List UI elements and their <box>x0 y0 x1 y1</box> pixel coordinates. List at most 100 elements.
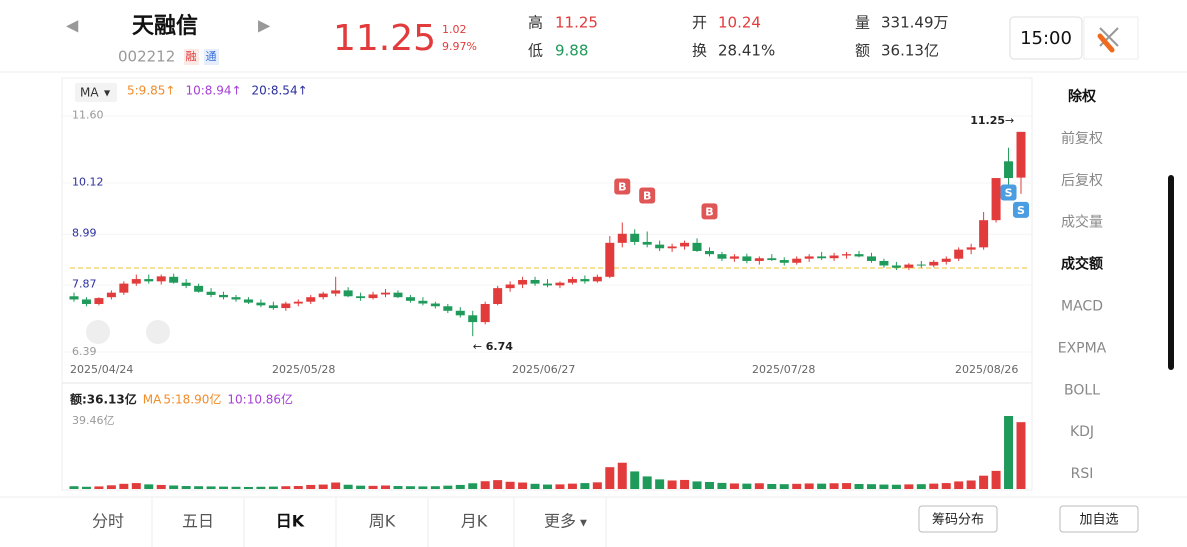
volume-bar <box>381 485 391 489</box>
volume-bar <box>617 462 627 489</box>
volume-bar <box>518 482 528 489</box>
ma-button[interactable] <box>75 83 117 102</box>
scrollbar[interactable] <box>1168 175 1174 370</box>
volume-bar <box>979 475 989 489</box>
signal-label: S <box>1005 186 1013 199</box>
volume-bar <box>106 485 116 489</box>
side-menu-item[interactable]: 成交量 <box>1061 214 1103 231</box>
volume-bar <box>879 484 889 489</box>
candle-body <box>979 220 989 248</box>
volume-bar <box>468 483 478 489</box>
side-menu-item[interactable]: 前复权 <box>1061 130 1103 147</box>
volume-bar <box>455 484 465 489</box>
tab[interactable]: 日K <box>276 512 305 531</box>
volume-bar <box>231 486 241 489</box>
volume-bar <box>206 486 216 489</box>
tag: 融 <box>186 50 197 63</box>
tab[interactable]: 周K <box>369 512 396 531</box>
candle-body <box>206 291 216 295</box>
stat-label: 高 <box>528 14 543 32</box>
candle-body <box>916 264 926 266</box>
stat-value: 36.13亿 <box>881 42 939 60</box>
candle-body <box>729 256 739 259</box>
candle-body <box>543 283 552 286</box>
candle-body <box>904 264 914 268</box>
tag-bg <box>204 49 219 65</box>
volume-bar <box>530 483 540 489</box>
volume-bar <box>1004 416 1014 489</box>
candle-body <box>1004 161 1014 179</box>
volume-bar <box>592 482 602 489</box>
volume-bar <box>704 481 714 489</box>
button-frame[interactable] <box>918 505 998 533</box>
candle-body <box>792 258 802 263</box>
zoom-button[interactable] <box>146 320 170 344</box>
y-tick-label: 8.99 <box>72 227 97 240</box>
volume-bar <box>393 486 403 489</box>
signal-badge <box>701 203 718 220</box>
next-arrow[interactable]: ▶ <box>258 16 271 35</box>
stat-value: 11.25 <box>555 14 598 32</box>
side-menu-item[interactable]: 成交额 <box>1061 256 1103 273</box>
volume-bar <box>430 486 440 489</box>
tab[interactable]: 五日 <box>182 512 214 531</box>
candle-body <box>393 292 403 298</box>
volume-bar <box>493 480 503 489</box>
side-menu-item[interactable]: EXPMA <box>1058 340 1107 356</box>
stock-name: 天融信 <box>132 13 198 39</box>
candle-body <box>617 233 627 243</box>
candle-body <box>293 301 303 304</box>
time-box[interactable] <box>1009 16 1083 60</box>
time: 15:00 <box>1020 28 1072 49</box>
candle-body <box>219 294 229 298</box>
volume-bar <box>567 483 577 489</box>
pen-icon <box>1097 33 1115 53</box>
tab[interactable]: 分时 <box>92 512 124 531</box>
signal-label: B <box>705 205 713 218</box>
signal-label: B <box>618 180 626 193</box>
volume-bar <box>854 484 864 489</box>
candle-body <box>281 303 291 309</box>
volume-bar <box>842 483 852 489</box>
prev-arrow[interactable]: ◀ <box>66 16 79 35</box>
volume-bar <box>318 484 328 489</box>
dynamic-layer: 5:9.85↑ 10:8.94↑ 20:8.54↑ 6.39 7.87 8.99 10.12… <box>62 84 1139 547</box>
button-frame[interactable] <box>1059 505 1139 533</box>
candle-body <box>119 283 129 293</box>
side-menu-item[interactable]: 后复权 <box>1061 172 1103 189</box>
candle-body <box>655 244 665 249</box>
volume-bar <box>941 483 951 489</box>
stat-value: 28.41% <box>718 42 775 60</box>
x-tick-label: 2025/06/27 <box>512 363 575 376</box>
candle-body <box>567 279 577 283</box>
candle-body <box>381 292 391 295</box>
expand-button[interactable] <box>86 320 110 344</box>
side-menu-item[interactable]: 除权 <box>1068 88 1097 105</box>
tab[interactable]: 月K <box>461 512 488 531</box>
y-tick-label: 7.87 <box>72 277 97 290</box>
candle-body <box>480 303 490 323</box>
candle-body <box>966 247 976 250</box>
candle-body <box>256 302 266 306</box>
side-menu-item[interactable]: MACD <box>1061 299 1103 315</box>
volume-bar <box>630 471 640 489</box>
tab-caret: ▼ <box>580 519 587 529</box>
volume-bar <box>331 482 341 489</box>
volume-bar <box>131 483 141 489</box>
low-label: 6.74 <box>486 340 513 353</box>
volume-bar <box>966 480 976 489</box>
side-menu-item[interactable]: KDJ <box>1070 424 1094 440</box>
volume-bar <box>904 484 914 489</box>
side-menu-item[interactable]: RSI <box>1071 466 1094 482</box>
ma-caret: ▼ <box>104 89 111 98</box>
volume-bar <box>767 484 777 489</box>
stat-label: 低 <box>528 42 543 60</box>
volume-bar <box>94 486 104 489</box>
side-menu-item[interactable]: BOLL <box>1064 382 1100 398</box>
volume-bar <box>929 483 939 489</box>
volume-bar <box>169 485 179 489</box>
tab[interactable]: 更多 <box>544 512 576 531</box>
candle-body <box>667 246 677 249</box>
candle-body <box>156 276 166 282</box>
